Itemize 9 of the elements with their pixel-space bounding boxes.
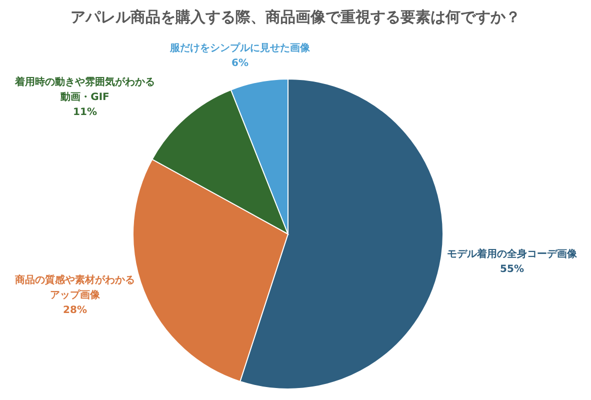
data-label: 28% xyxy=(62,304,88,318)
data-label: 55% xyxy=(499,263,525,277)
chart-title: アパレル商品を購入する際、商品画像で重視する要素は何ですか？ xyxy=(70,8,522,27)
slice-label: モデル着用の全身コーデ画像 xyxy=(446,247,578,262)
data-label: 11% xyxy=(72,106,98,120)
slice-label: 着用時の動きや雰囲気がわかる動画・GIF xyxy=(15,75,155,104)
data-label: 6% xyxy=(230,57,250,71)
slice-label: 商品の質感や素材がわかるアップ画像 xyxy=(15,273,135,302)
slice-label: 服だけをシンプルに見せた画像 xyxy=(168,41,311,56)
